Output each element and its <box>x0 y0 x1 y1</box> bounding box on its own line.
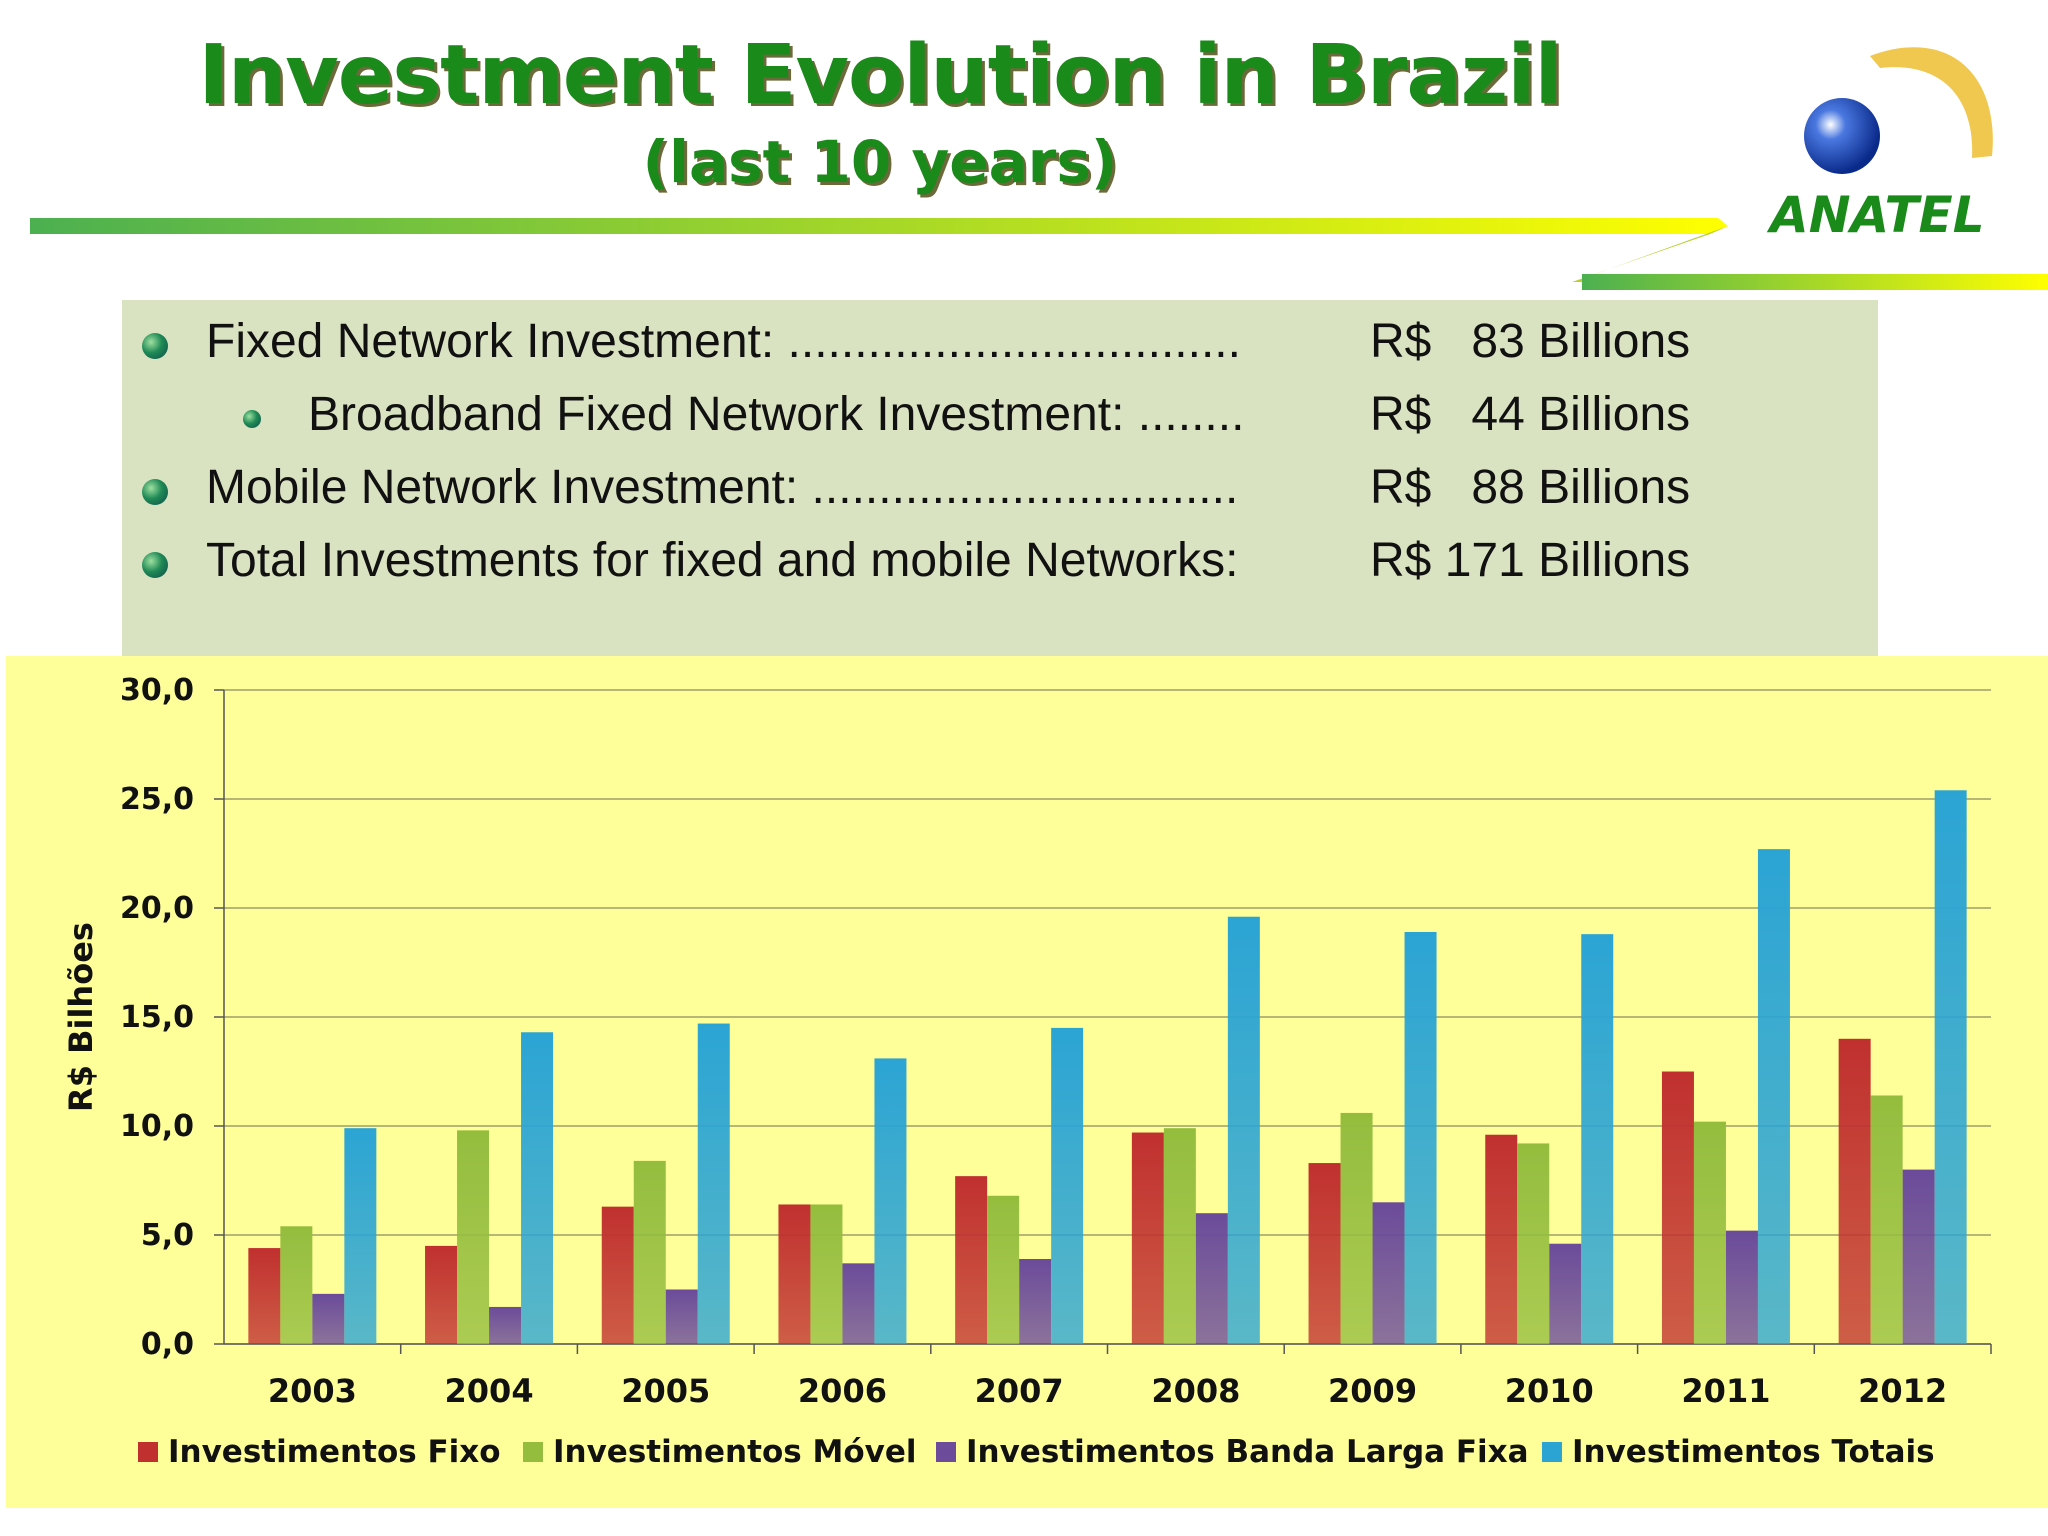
bar <box>697 1023 730 1344</box>
bar <box>874 1058 907 1344</box>
legend-swatch <box>523 1442 543 1462</box>
x-tick-label: 2005 <box>621 1372 710 1410</box>
bar <box>987 1195 1020 1344</box>
bar <box>1131 1132 1164 1344</box>
y-tick-label: 5,0 <box>141 1218 194 1253</box>
bar <box>955 1176 988 1344</box>
bar <box>425 1245 458 1344</box>
chart-panel: 0,0 5,0 10,0 15,0 20,0 25,0 30,0 R$ Bilhões 2003… <box>6 656 2048 1508</box>
bar <box>521 1032 554 1344</box>
bar <box>633 1160 666 1344</box>
x-tick-label: 2008 <box>1151 1372 1240 1410</box>
bar <box>248 1248 281 1344</box>
bar <box>778 1204 811 1344</box>
y-tick-label: 20,0 <box>120 891 194 926</box>
x-tick-label: 2010 <box>1505 1372 1594 1410</box>
bar <box>1870 1095 1903 1344</box>
bar <box>1934 790 1967 1344</box>
bar <box>1661 1071 1694 1344</box>
bar <box>1227 916 1260 1344</box>
legend-swatch <box>138 1442 158 1462</box>
bar <box>665 1289 698 1344</box>
anatel-logo: ANATEL <box>1766 47 1993 244</box>
summary-amount: R$ 44 Billions <box>1370 388 1691 441</box>
bar <box>1195 1213 1228 1344</box>
x-tick-label: 2009 <box>1328 1372 1417 1410</box>
bar <box>1404 931 1437 1344</box>
legend-label: Investimentos Totais <box>1572 1434 1935 1470</box>
x-tick-label: 2012 <box>1858 1372 1947 1410</box>
bar <box>457 1130 490 1344</box>
summary-label: Broadband Fixed Network Investment: ....… <box>308 388 1245 441</box>
legend-swatch <box>936 1442 956 1462</box>
logo-text: ANATEL <box>1766 186 1985 244</box>
bar <box>1517 1143 1550 1344</box>
bar <box>601 1206 634 1344</box>
bullet-icon <box>243 410 261 428</box>
bar <box>1549 1243 1582 1344</box>
bar <box>1725 1230 1758 1344</box>
logo-globe-icon <box>1804 98 1880 174</box>
bar <box>1308 1163 1341 1344</box>
bar <box>1340 1112 1373 1344</box>
legend-swatch <box>1542 1442 1562 1462</box>
summary-amount: R$ 83 Billions <box>1370 315 1691 368</box>
bullet-icon <box>142 479 168 505</box>
y-axis-label: R$ Bilhões <box>62 922 100 1112</box>
summary-panel <box>122 300 1878 656</box>
summary-amount: R$ 88 Billions <box>1370 461 1691 514</box>
bar <box>1838 1038 1871 1344</box>
y-tick-label: 15,0 <box>120 1000 194 1035</box>
bar <box>842 1263 875 1344</box>
legend-label: Investimentos Móvel <box>553 1434 917 1470</box>
summary-label: Total Investments for fixed and mobile N… <box>206 534 1239 587</box>
bar <box>312 1293 345 1344</box>
bar <box>1693 1121 1726 1344</box>
y-tick-label: 0,0 <box>141 1327 194 1362</box>
summary-label: Fixed Network Investment: ..............… <box>206 315 1241 368</box>
bar <box>1051 1027 1084 1344</box>
bar <box>1163 1128 1196 1344</box>
legend-label: Investimentos Fixo <box>168 1434 501 1470</box>
bar <box>1581 934 1614 1344</box>
bar <box>280 1226 313 1344</box>
bar <box>1902 1169 1935 1344</box>
x-tick-label: 2007 <box>975 1372 1064 1410</box>
investment-bar-chart: 0,0 5,0 10,0 15,0 20,0 25,0 30,0 R$ Bilhões 2003… <box>62 673 1992 1470</box>
bar <box>810 1204 843 1344</box>
x-tick-label: 2006 <box>798 1372 887 1410</box>
x-tick-label: 2004 <box>445 1372 534 1410</box>
header-divider <box>30 218 2048 290</box>
bar <box>1372 1202 1405 1344</box>
x-tick-label: 2003 <box>268 1372 357 1410</box>
page-title: Investment Evolution in Brazil <box>198 28 1562 123</box>
y-tick-label: 10,0 <box>120 1109 194 1144</box>
bar <box>1019 1258 1052 1344</box>
bullet-icon <box>142 552 168 578</box>
y-tick-label: 25,0 <box>120 782 194 817</box>
legend-label: Investimentos Banda Larga Fixa <box>966 1434 1529 1470</box>
page-subtitle: (last 10 years) <box>642 128 1118 196</box>
bullet-icon <box>142 333 168 359</box>
bar <box>489 1306 522 1344</box>
bar <box>344 1128 377 1344</box>
x-tick-label: 2011 <box>1681 1372 1770 1410</box>
y-tick-label: 30,0 <box>120 673 194 708</box>
bar <box>1485 1134 1518 1344</box>
logo-arc-icon <box>1870 47 1993 159</box>
summary-amount: R$ 171 Billions <box>1370 534 1691 587</box>
summary-label: Mobile Network Investment: .............… <box>206 461 1239 514</box>
bar <box>1757 849 1790 1344</box>
